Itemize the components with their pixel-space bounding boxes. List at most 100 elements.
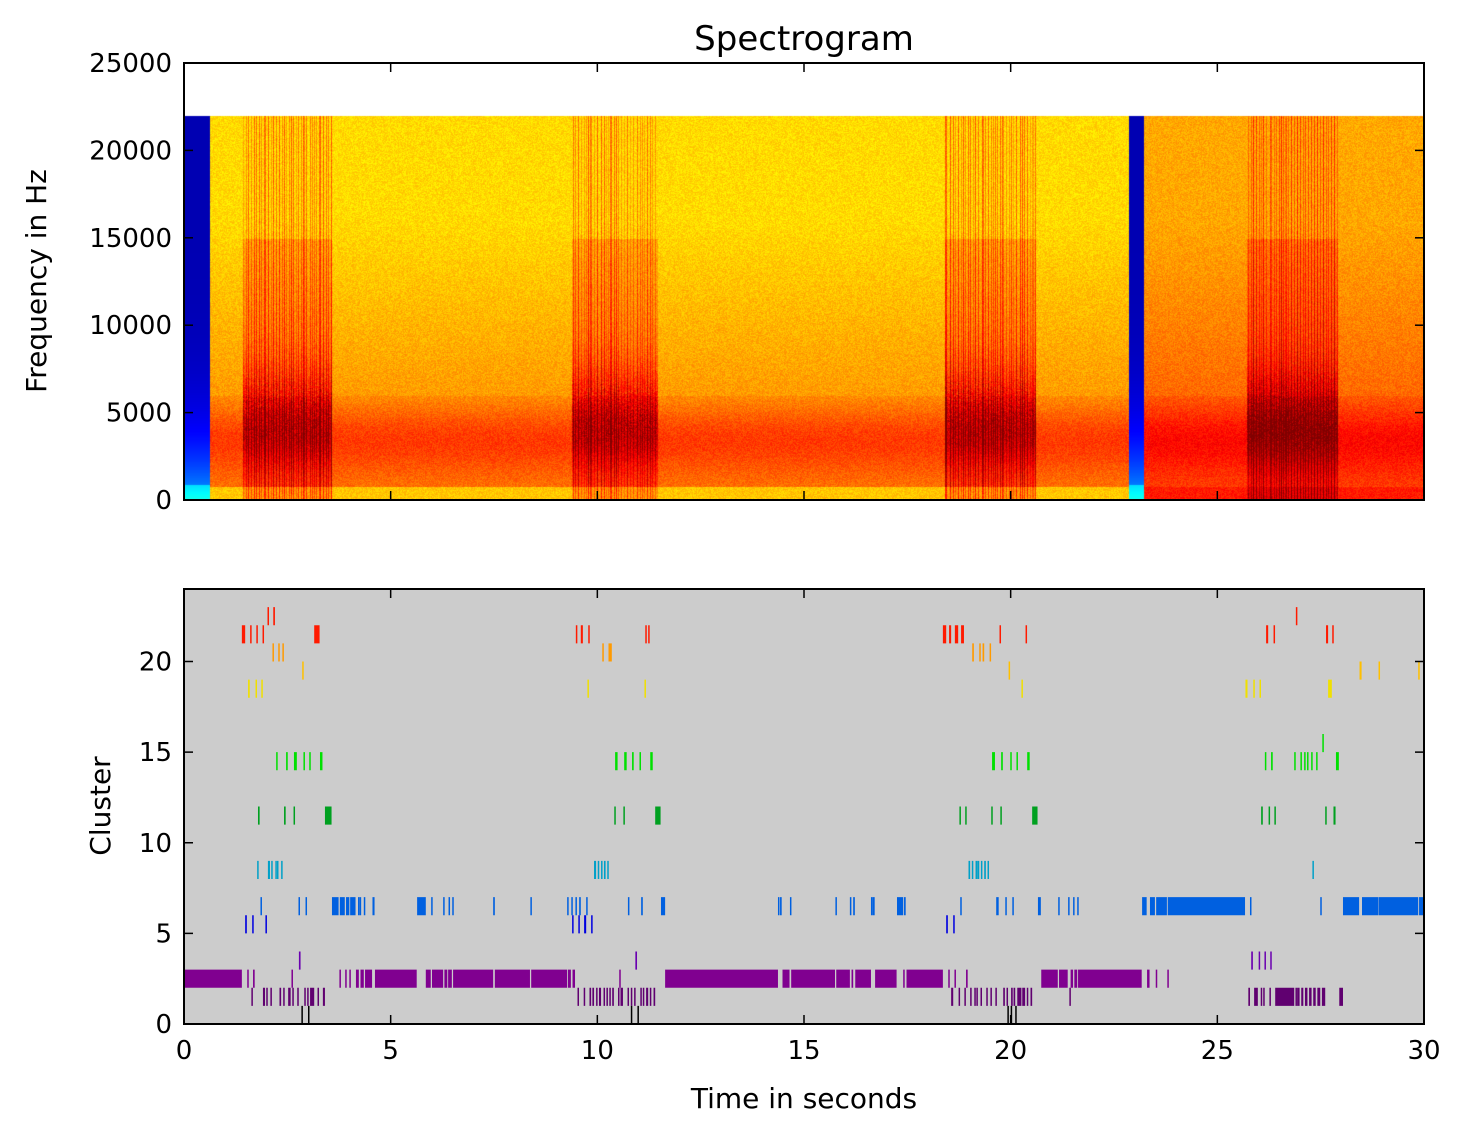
cluster-0-event (637, 1005, 639, 1024)
spectrogram-ytick-label: 15000 (89, 224, 172, 254)
cluster-1-event (1013, 987, 1016, 1006)
cluster-19-event (1418, 661, 1420, 680)
spectrogram-frame (183, 62, 1425, 501)
cluster-xtick-label: 5 (382, 1036, 399, 1066)
cluster-8-event (975, 860, 978, 879)
cluster-11-event (614, 806, 616, 825)
cluster-1-event (609, 987, 611, 1006)
cluster-5-event (591, 915, 593, 934)
cluster-11-event (257, 806, 260, 825)
cluster-ytick-label: 0 (155, 1010, 172, 1040)
cluster-5-event (584, 915, 587, 934)
cluster-2-event (425, 969, 431, 988)
cluster-14-event (1335, 752, 1339, 771)
cluster-14-event (303, 752, 305, 771)
cluster-11-event (1261, 806, 1263, 825)
cluster-1-event (634, 987, 636, 1006)
cluster-6-event (780, 897, 782, 916)
cluster-20-event (272, 643, 274, 662)
cluster-11-event (1032, 806, 1038, 825)
cluster-xtick-label: 0 (176, 1036, 193, 1066)
cluster-1-event (1304, 987, 1308, 1006)
cluster-5-event (572, 915, 574, 934)
cluster-1-event (1069, 987, 1071, 1006)
cluster-14-event (309, 752, 311, 771)
cluster-1-event (1295, 987, 1297, 1006)
cluster-0-event (1007, 1005, 1009, 1024)
cluster-5-event (578, 915, 580, 934)
cluster-21-event (588, 625, 590, 644)
cluster-axes: 0 5 10 15 20 0 5 10 15 20 25 30 (139, 589, 1441, 1066)
cluster-14-event (992, 752, 995, 771)
cluster-15-event (1322, 734, 1324, 753)
cluster-1-event (1011, 987, 1013, 1006)
cluster-18-event (248, 679, 250, 698)
cluster-1-event (618, 987, 620, 1006)
cluster-21-event (256, 625, 258, 644)
spectrogram-y-axis-label: Frequency in Hz (20, 169, 53, 393)
cluster-6-event (431, 897, 433, 916)
cluster-6-event (331, 897, 339, 916)
cluster-6-event (835, 897, 837, 916)
cluster-8-event (971, 860, 974, 879)
cluster-3-event (1251, 951, 1253, 970)
cluster-11-event (1333, 806, 1336, 825)
cluster-14-event (615, 752, 618, 771)
cluster-11-event (623, 806, 625, 825)
cluster-21-event (961, 625, 964, 644)
cluster-14-event (624, 752, 627, 771)
cluster-3-event (1270, 951, 1272, 970)
cluster-1-event (577, 987, 579, 1006)
cluster-14-event (1307, 752, 1309, 771)
cluster-1-event (592, 987, 595, 1006)
cluster-14-event (1016, 752, 1018, 771)
cluster-1-event (995, 987, 997, 1006)
cluster-1-event (297, 987, 299, 1006)
cluster-2-event (619, 969, 621, 988)
cluster-6-event (579, 897, 581, 916)
cluster-21-event (1332, 625, 1334, 644)
cluster-14-event (1311, 752, 1313, 771)
cluster-21-event (949, 625, 952, 644)
cluster-2-event (948, 969, 950, 988)
cluster-1-event (307, 987, 309, 1006)
cluster-1-event (1260, 987, 1263, 1006)
spectrogram-title: Spectrogram (694, 19, 914, 59)
cluster-18-event (644, 679, 646, 698)
cluster-14-event (319, 752, 323, 771)
cluster-6-event (1156, 897, 1167, 916)
cluster-ytick-label: 10 (139, 829, 172, 859)
cluster-6-event (870, 897, 873, 916)
cluster-14-event (1001, 752, 1003, 771)
cluster-1-event (1026, 987, 1029, 1006)
cluster-6-event (996, 897, 999, 916)
cluster-14-event (639, 752, 641, 771)
cluster-22-event (273, 607, 275, 626)
cluster-8-event (980, 860, 983, 879)
cluster-2-event (1074, 969, 1078, 988)
cluster-6-event (641, 897, 643, 916)
cluster-6-event (1068, 897, 1070, 916)
cluster-6-event (346, 897, 350, 916)
cluster-6-event (1037, 897, 1041, 916)
spectrogram-image (185, 64, 1424, 500)
cluster-1-event (606, 987, 608, 1006)
cluster-x-axis-label: Time in seconds (690, 1082, 917, 1115)
cluster-2-event (1167, 969, 1169, 988)
cluster-1-event (640, 987, 642, 1006)
cluster-6-event (452, 897, 454, 916)
cluster-1-event (1297, 987, 1300, 1006)
cluster-2-event (855, 969, 871, 988)
cluster-1-event (620, 987, 623, 1006)
cluster-1-event (292, 987, 294, 1006)
cluster-20-event (989, 643, 992, 662)
cluster-1-event (1006, 987, 1009, 1006)
cluster-18-event (1328, 679, 1332, 698)
cluster-14-event (293, 752, 297, 771)
cluster-11-event (1000, 806, 1002, 825)
cluster-19-event (1359, 661, 1362, 680)
cluster-8-event (267, 860, 270, 879)
cluster-3-event (1264, 951, 1266, 970)
cluster-frame (183, 588, 1425, 1025)
cluster-events (184, 607, 1424, 1024)
